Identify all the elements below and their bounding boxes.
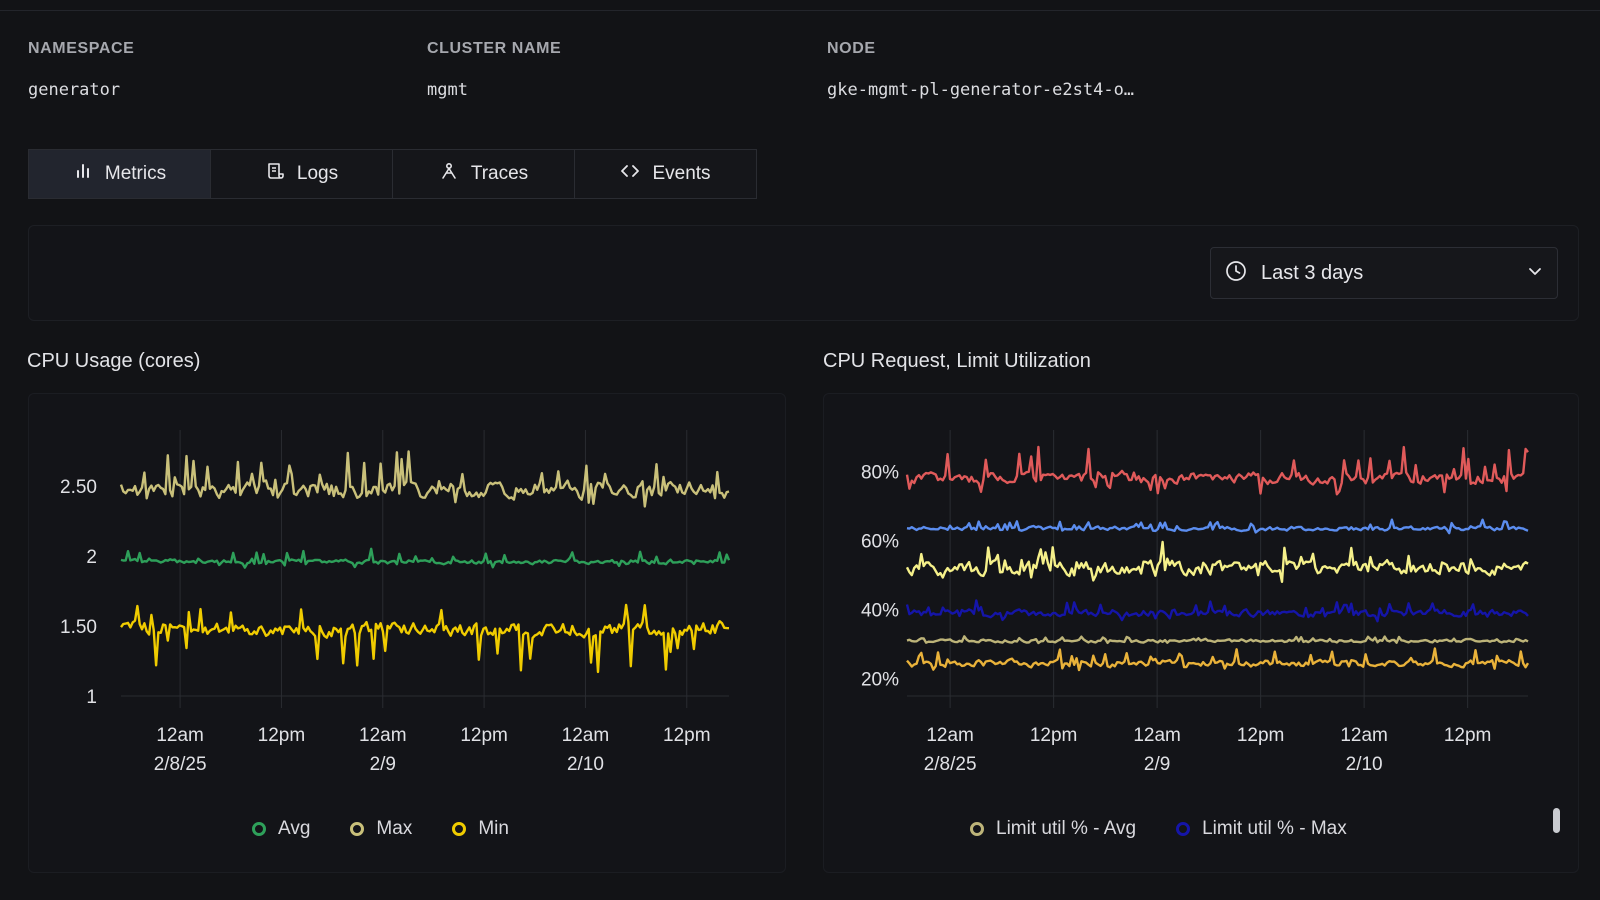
cpu-usage-title: CPU Usage (cores) [27, 350, 201, 372]
legend-item[interactable]: Min [452, 818, 509, 840]
cluster-meta: CLUSTER NAME mgmt [427, 40, 561, 100]
cluster-name-value: mgmt [427, 80, 468, 100]
x-tick-date-label: 2/10 [1346, 754, 1383, 775]
time-range-value: Last 3 days [1261, 261, 1364, 284]
legend-item[interactable]: Limit util % - Max [1176, 818, 1347, 840]
code-icon [620, 161, 640, 187]
legend-dot-icon [252, 822, 266, 836]
y-tick-label: 80% [861, 462, 899, 483]
series-line-series-0[interactable] [905, 445, 1529, 496]
x-tick-label: 12pm [663, 725, 711, 746]
chevron-down-icon [1527, 263, 1543, 284]
namespace-value: generator [28, 80, 121, 100]
legend-item[interactable]: Avg [252, 818, 310, 840]
bar-chart-icon [73, 161, 93, 187]
legend-label: Max [376, 818, 413, 839]
cpu-utilization-title: CPU Request, Limit Utilization [823, 350, 1091, 372]
node-label: NODE [827, 40, 876, 57]
legend-dot-icon [970, 822, 984, 836]
tab-metrics[interactable]: Metrics [28, 149, 211, 199]
cpu-usage-legend: Avg Max Min [252, 818, 509, 840]
y-tick-label: 1 [86, 687, 97, 708]
x-tick-date-label: 2/9 [370, 754, 396, 775]
namespace-label: NAMESPACE [28, 40, 135, 57]
y-tick-label: 20% [861, 670, 899, 691]
legend-label: Limit util % - Avg [996, 818, 1137, 839]
node-value[interactable]: gke-mgmt-pl-generator-e2st4-o… [827, 80, 1135, 100]
x-tick-label: 12pm [460, 725, 508, 746]
legend-label: Avg [278, 818, 311, 839]
cpu-usage-chart: 1 1.50 2 2.50 12am 2/8/25 12pm 12am 2/9 12pm 12am 2… [28, 393, 786, 873]
x-tick-label: 12pm [1444, 725, 1492, 746]
legend-dot-icon [1176, 822, 1191, 836]
series-line-avg[interactable] [120, 547, 731, 569]
legend-label: Limit util % - Max [1202, 818, 1347, 839]
legend-item[interactable]: Max [350, 818, 412, 840]
x-tick-label: 12am [1340, 725, 1388, 746]
cpu-usage-plot[interactable]: 1 1.50 2 2.50 12am 2/8/25 12pm 12am 2/9 12pm 12am 2… [29, 394, 787, 814]
x-tick-label: 12am [926, 725, 974, 746]
series-line-series-2[interactable] [905, 540, 1529, 584]
series-line-min[interactable] [120, 603, 730, 674]
legend-dot-icon [350, 822, 365, 836]
top-divider [0, 10, 1600, 11]
cpu-utilization-legend: Limit util % - Avg Limit util % - Max [970, 818, 1347, 840]
x-tick-label: 12pm [1030, 725, 1078, 746]
y-tick-label: 2.50 [60, 477, 97, 498]
legend-dot-icon [452, 822, 467, 836]
tab-logs[interactable]: Logs [211, 149, 393, 199]
tab-bar: Metrics Logs Traces Events [28, 149, 757, 199]
clock-icon [1225, 260, 1247, 287]
x-tick-date-label: 2/8/25 [154, 754, 207, 775]
x-tick-label: 12am [1133, 725, 1181, 746]
series-line-series-1[interactable] [906, 518, 1529, 535]
x-tick-date-label: 2/10 [567, 754, 604, 775]
tab-traces-label: Traces [470, 163, 529, 184]
time-range-select[interactable]: Last 3 days [1210, 247, 1558, 299]
node-meta: NODE gke-mgmt-pl-generator-e2st4-o… [827, 40, 1134, 100]
series-line-max[interactable] [119, 450, 730, 508]
x-tick-label: 12pm [1237, 725, 1285, 746]
y-tick-label: 2 [86, 547, 97, 568]
tab-traces[interactable]: Traces [393, 149, 575, 199]
tab-metrics-label: Metrics [104, 163, 167, 184]
traces-icon [439, 161, 459, 187]
legend-item[interactable]: Limit util % - Avg [970, 818, 1136, 840]
x-tick-date-label: 2/9 [1144, 754, 1170, 775]
y-tick-label: 40% [861, 601, 899, 622]
y-tick-label: 1.50 [60, 617, 97, 638]
cpu-utilization-chart: 20% 40% 60% 80% 12am 2/8/25 12pm 12am 2/9 12pm 12a… [823, 393, 1579, 873]
metrics-toolbar: Last 3 days [28, 225, 1579, 321]
series-line-limit-util-avg[interactable] [906, 635, 1529, 645]
series-line-series-5[interactable] [906, 647, 1530, 672]
cluster-name-label: CLUSTER NAME [427, 40, 562, 57]
x-tick-label: 12am [359, 725, 407, 746]
x-tick-label: 12am [562, 725, 610, 746]
tab-logs-label: Logs [296, 163, 339, 184]
series-line-limit-util-max[interactable] [905, 599, 1529, 623]
y-tick-label: 60% [861, 532, 899, 553]
tab-events-label: Events [652, 163, 711, 184]
legend-scrollbar[interactable] [1553, 808, 1560, 833]
x-tick-label: 12pm [258, 725, 306, 746]
namespace-meta: NAMESPACE generator [28, 40, 134, 100]
cpu-utilization-plot[interactable]: 20% 40% 60% 80% 12am 2/8/25 12pm 12am 2/9 12pm 12a… [824, 394, 1580, 814]
tab-events[interactable]: Events [575, 149, 757, 199]
x-tick-date-label: 2/8/25 [924, 754, 977, 775]
x-tick-label: 12am [156, 725, 204, 746]
legend-label: Min [478, 818, 509, 839]
scroll-icon [265, 161, 285, 187]
